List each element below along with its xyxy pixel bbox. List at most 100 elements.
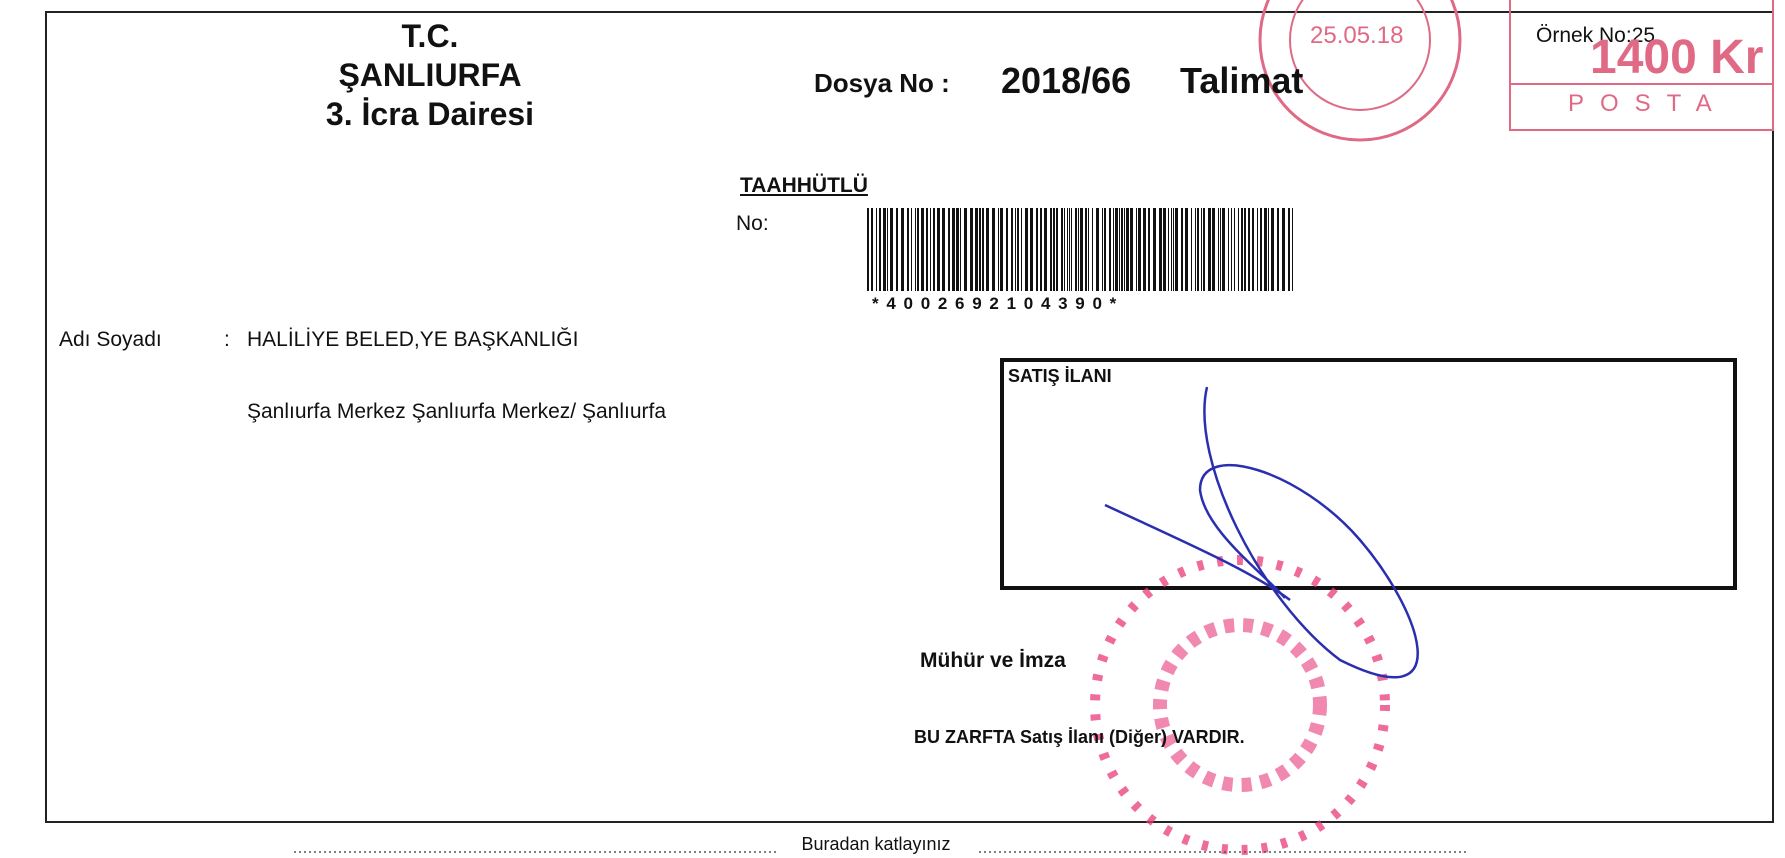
barcode-bar xyxy=(1078,208,1079,291)
barcode-text: * 4 0 0 2 6 9 2 1 0 4 3 9 0 * xyxy=(872,294,1118,313)
barcode-bar xyxy=(1282,208,1285,291)
barcode-bar xyxy=(1218,208,1219,291)
barcode-bar xyxy=(1069,208,1070,291)
barcode-bar xyxy=(1292,208,1293,291)
barcode-bar xyxy=(1102,208,1103,291)
barcode-bar xyxy=(883,208,886,291)
barcode-bar xyxy=(1113,208,1114,291)
no-label: No: xyxy=(736,212,769,235)
contents-note: BU ZARFTA Satış İlanı (Diğer) VARDIR. xyxy=(914,727,1245,747)
barcode-bar xyxy=(1231,208,1232,291)
barcode-bar xyxy=(1277,208,1279,291)
barcode-bar xyxy=(970,208,973,291)
barcode-bar xyxy=(1208,208,1211,291)
barcode-bar xyxy=(1222,208,1225,291)
barcode-bar xyxy=(1260,208,1262,291)
barcode-bar xyxy=(1138,208,1141,291)
barcode-bar xyxy=(1288,208,1290,291)
barcode-bar xyxy=(887,208,888,291)
barcode-bar xyxy=(921,208,924,291)
barcode-bar xyxy=(1130,208,1133,291)
seal-label: Mühür ve İmza xyxy=(920,649,1066,672)
barcode-bar xyxy=(867,208,869,291)
envelope-border xyxy=(45,11,1774,823)
barcode-bar xyxy=(1203,208,1205,291)
barcode-bar xyxy=(1025,208,1028,291)
postage-amount: 1400 Kr xyxy=(1590,31,1764,84)
barcode-bar xyxy=(998,208,999,291)
barcode-bar xyxy=(1228,208,1229,291)
barcode-bar xyxy=(896,208,898,291)
barcode-bar xyxy=(1241,208,1243,291)
barcode-bar xyxy=(933,208,935,291)
barcode-bar xyxy=(901,208,904,291)
barcode-bar xyxy=(1163,208,1166,291)
fold-note: Buradan katlayınız xyxy=(776,834,976,855)
file-kind: Talimat xyxy=(1180,60,1304,101)
barcode-bar xyxy=(1173,208,1174,291)
barcode-bar xyxy=(1119,208,1120,291)
barcode-bar xyxy=(942,208,945,291)
signature xyxy=(1104,386,1419,679)
barcode-bar xyxy=(1195,208,1196,291)
header-line: 3. İcra Dairesi xyxy=(325,96,535,132)
barcode-bar xyxy=(1104,208,1106,291)
barcode-bar xyxy=(926,208,928,291)
barcode-bar xyxy=(1264,208,1267,291)
file-label: Dosya No : xyxy=(814,68,950,98)
header-line: ŞANLIURFA xyxy=(338,57,522,93)
barcode-bar xyxy=(915,208,916,291)
postmark-circle xyxy=(1258,0,1462,142)
barcode-bar xyxy=(1175,208,1178,291)
recipient-name: HALİLİYE BELED,YE BAŞKANLIĞI xyxy=(247,328,579,351)
barcode-bar xyxy=(1006,208,1008,291)
barcode-bar xyxy=(1017,208,1019,291)
barcode-bar xyxy=(986,208,989,291)
barcode-bar xyxy=(1044,208,1047,291)
barcode-bar xyxy=(964,208,967,291)
notice-box xyxy=(1000,358,1737,590)
barcode-bar xyxy=(956,208,959,291)
barcode-bar xyxy=(1092,208,1093,291)
barcode-bar xyxy=(992,208,995,291)
recipient-label: Adı Soyadı xyxy=(59,328,162,351)
barcode-bar xyxy=(1061,208,1063,291)
barcode-bar xyxy=(1075,208,1077,291)
barcode-bar xyxy=(1159,208,1162,291)
barcode-bar xyxy=(1212,208,1215,291)
barcode-bar xyxy=(1030,208,1033,291)
barcode-bar xyxy=(1064,208,1065,291)
barcode-bar xyxy=(917,208,919,291)
barcode-bar xyxy=(1201,208,1202,291)
barcode-bar xyxy=(930,208,931,291)
barcode-bar xyxy=(1126,208,1129,291)
barcode-bar xyxy=(952,208,955,291)
barcode-bar xyxy=(1096,208,1099,291)
postmark-inner xyxy=(1289,0,1431,111)
barcode-bar xyxy=(1011,208,1013,291)
barcode-bar xyxy=(1148,208,1150,291)
barcode-bar xyxy=(907,208,909,291)
barcode-bar xyxy=(1136,208,1137,291)
barcode-bar xyxy=(1124,208,1125,291)
barcode-bar xyxy=(1271,208,1274,291)
barcode-bar xyxy=(1050,208,1052,291)
barcode-bar xyxy=(948,208,950,291)
barcode-bar xyxy=(1185,208,1188,291)
postmark-date: 25.05.18 xyxy=(1310,22,1404,49)
barcode-bar xyxy=(1143,208,1146,291)
ink-seal-inner xyxy=(1153,618,1327,792)
postage-frame xyxy=(1509,0,1774,131)
barcode-bar xyxy=(1244,208,1246,291)
notice-title: SATIŞ İLANI xyxy=(1008,366,1112,386)
barcode-bar xyxy=(1257,208,1258,291)
barcode-bar xyxy=(879,208,881,291)
recipient-sep: : xyxy=(224,328,230,351)
barcode-bar xyxy=(1252,208,1254,291)
barcode-bar xyxy=(1248,208,1250,291)
barcode-bar xyxy=(1040,208,1042,291)
barcode-bar xyxy=(890,208,893,291)
barcode-bar xyxy=(1171,208,1172,291)
